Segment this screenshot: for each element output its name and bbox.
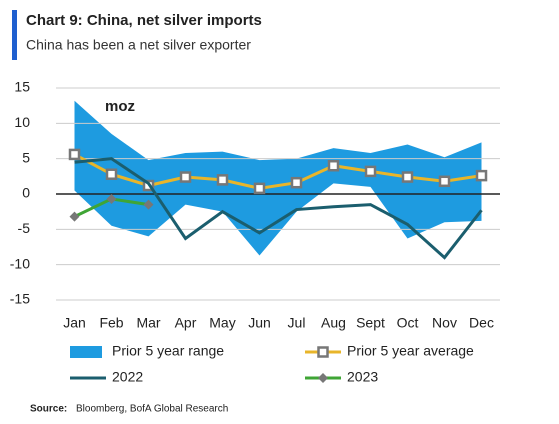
range-band (74, 100, 482, 256)
marker (327, 159, 340, 172)
marker (106, 193, 117, 204)
x-tick-label: Sept (356, 315, 385, 331)
x-tick-label: Nov (432, 315, 457, 331)
x-tick-label: Jun (248, 315, 271, 331)
series-line (74, 157, 483, 260)
marker (69, 211, 80, 222)
marker (216, 174, 229, 186)
marker (68, 148, 81, 161)
chart-title: Chart 9: China, net silver imports (26, 12, 262, 29)
x-tick-label: Aug (321, 315, 346, 331)
chart-subtitle: China has been a net silver exporter (26, 37, 251, 53)
series-line (73, 153, 482, 190)
legend-marker (317, 346, 329, 358)
y-tick-label: 0 (22, 185, 30, 201)
y-tick-label: 10 (14, 114, 30, 130)
x-tick-label: Dec (469, 315, 494, 331)
y-tick-label: 5 (22, 149, 30, 165)
marker (475, 169, 488, 182)
x-tick-label: Apr (175, 315, 197, 331)
marker (179, 171, 192, 183)
source-label: Source: (30, 404, 67, 415)
legend-label: Prior 5 year range (112, 343, 224, 359)
source: Bloomberg, BofA Global Research (76, 404, 228, 415)
legend-swatch (70, 346, 102, 358)
marker (253, 182, 266, 195)
marker (143, 199, 154, 210)
y-tick-label: -5 (18, 220, 31, 236)
x-tick-label: Mar (136, 315, 160, 331)
y-tick-label: -10 (10, 255, 30, 271)
legend-label: 2022 (112, 369, 143, 385)
marker (438, 175, 451, 188)
marker (364, 165, 377, 178)
x-tick-label: Jul (288, 315, 306, 331)
legend-label: 2023 (347, 369, 378, 385)
y-tick-label: 15 (14, 79, 30, 95)
x-tick-label: Jan (63, 315, 86, 331)
x-tick-label: Feb (99, 315, 123, 331)
title-bar (12, 10, 17, 60)
x-tick-label: May (209, 315, 235, 331)
y-tick-label: -15 (10, 291, 30, 307)
x-tick-label: Oct (397, 315, 419, 331)
legend-marker (318, 373, 328, 383)
unit-annotation: moz (105, 98, 135, 115)
marker (105, 168, 118, 180)
legend-label: Prior 5 year average (347, 343, 474, 359)
marker (290, 176, 303, 189)
marker (401, 171, 414, 183)
